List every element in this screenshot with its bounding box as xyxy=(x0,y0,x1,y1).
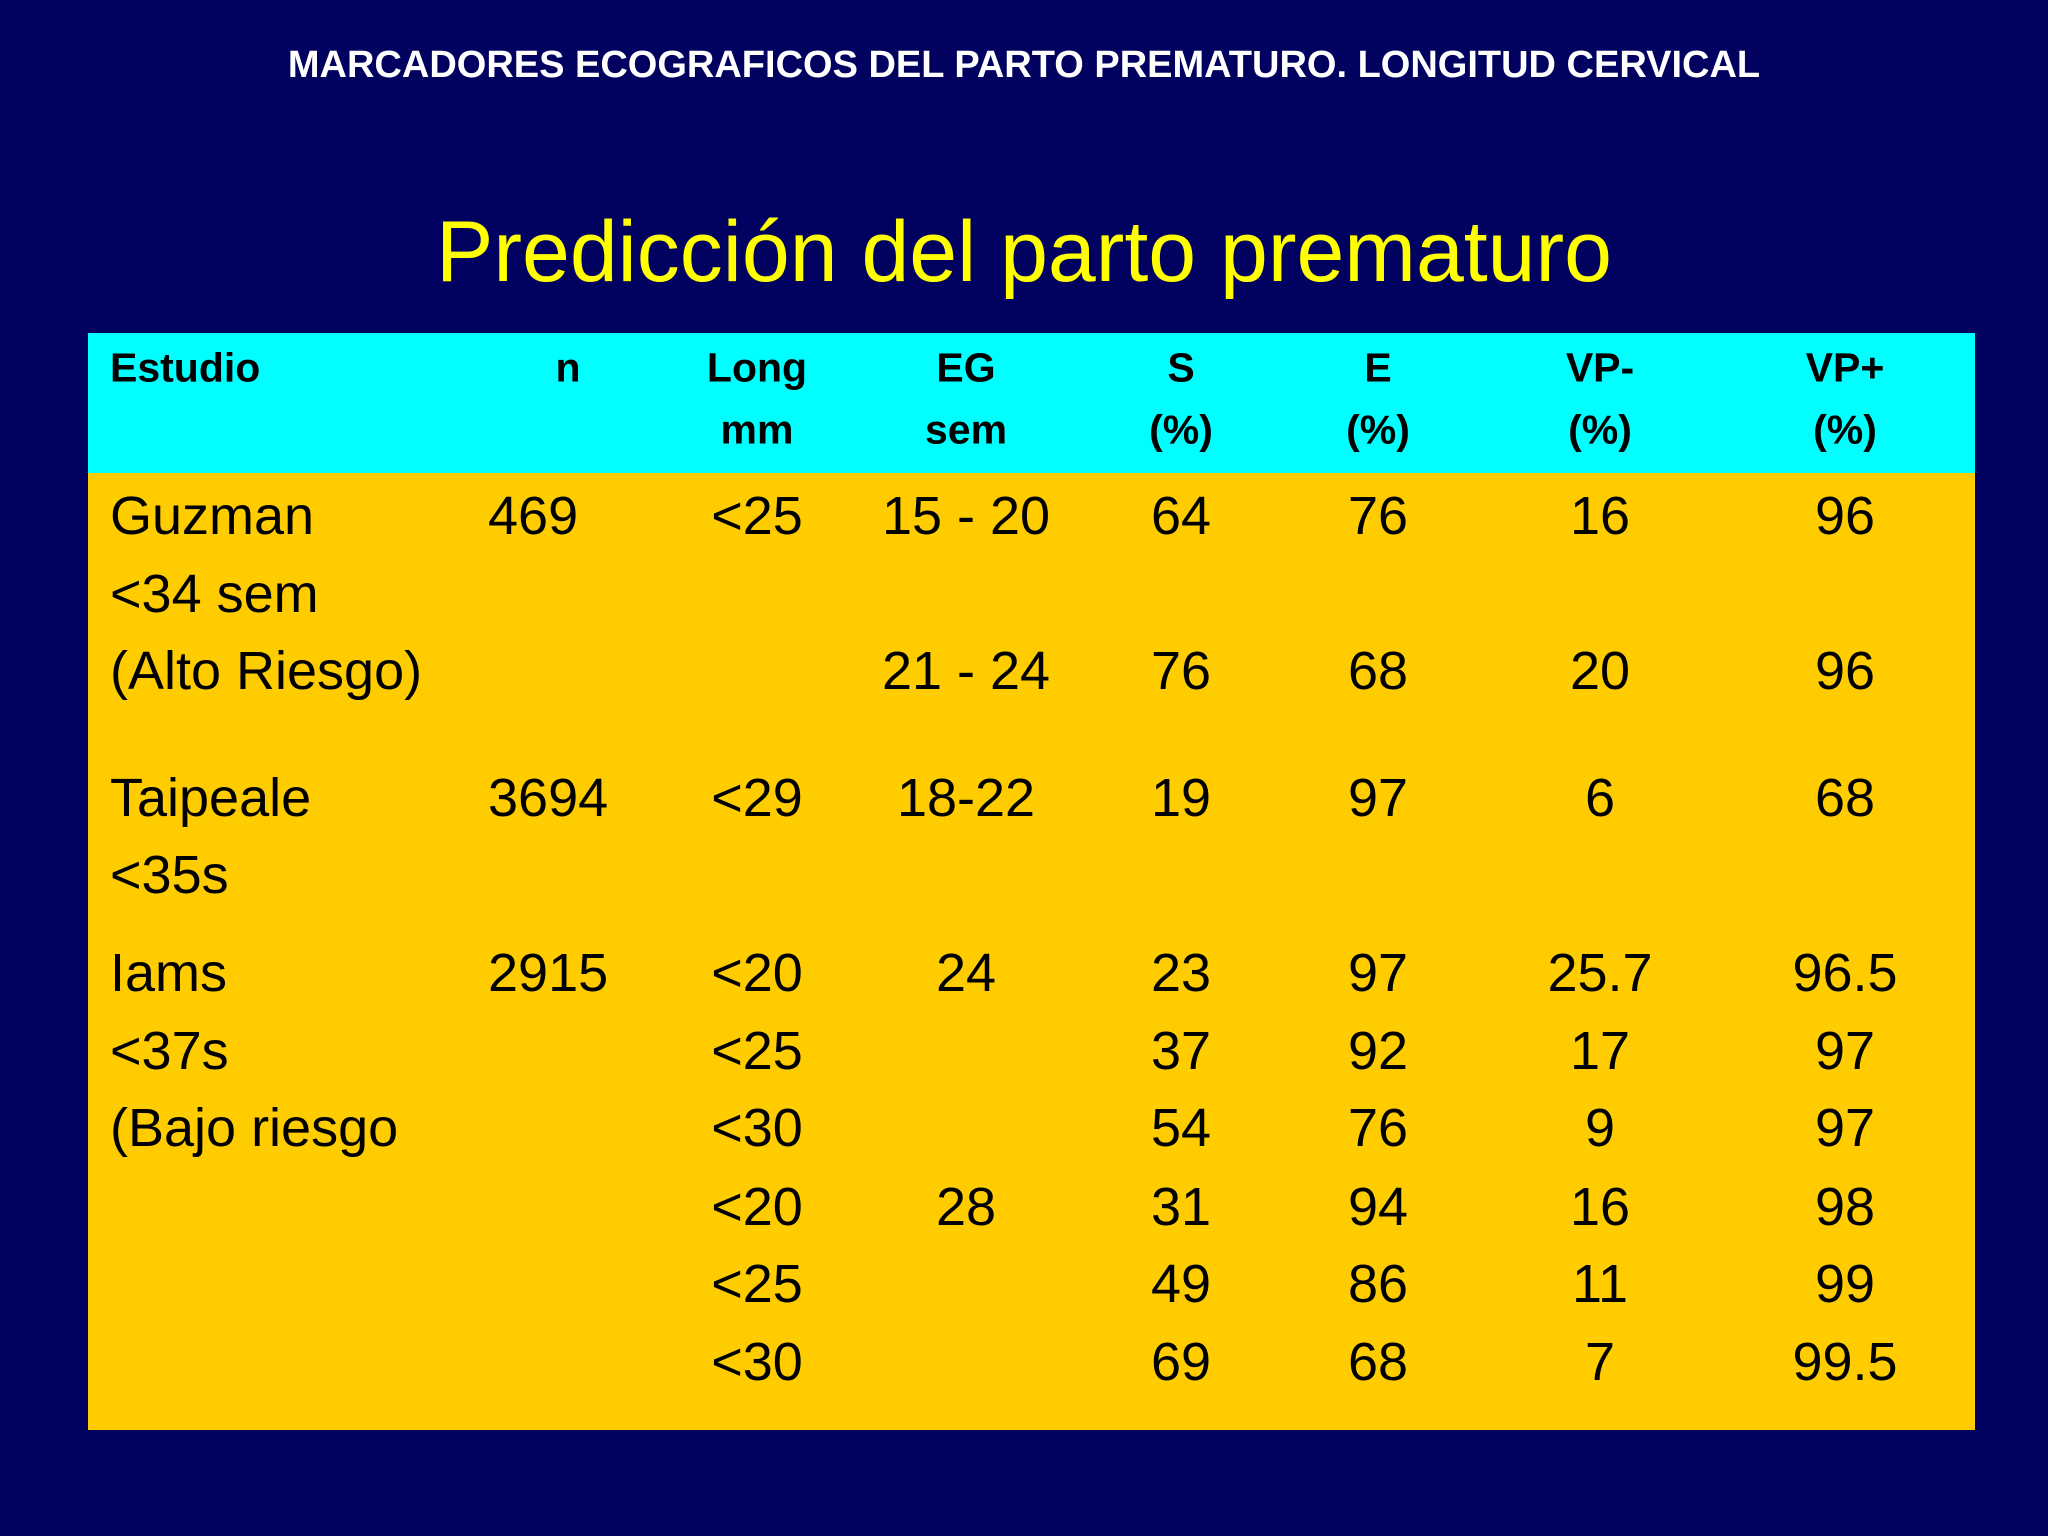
table-cell: 99 xyxy=(1814,1254,1876,1314)
table-cell: 68 xyxy=(1814,768,1876,828)
table-cell: 96 xyxy=(1814,641,1876,701)
table-cell: <29 xyxy=(711,768,803,828)
subtitle: Predicción del parto prematuro xyxy=(436,204,1612,300)
table-cell: 97 xyxy=(1347,943,1409,1003)
table-cell: 16 xyxy=(1569,486,1631,546)
column-header: Long xyxy=(706,344,808,391)
table-cell: 11 xyxy=(1571,1254,1629,1314)
table-cell: 37 xyxy=(1150,1021,1212,1081)
table-cell: (Alto Riesgo) xyxy=(110,641,423,701)
table-cell: 76 xyxy=(1347,1098,1409,1158)
column-header: (%) xyxy=(1568,406,1632,453)
table-cell: 17 xyxy=(1569,1021,1631,1081)
column-header: sem xyxy=(924,406,1008,453)
table-cell: <37s xyxy=(110,1021,229,1081)
column-header: EG xyxy=(936,344,996,391)
table-cell: <34 sem xyxy=(110,564,319,624)
table-cell: 31 xyxy=(1150,1177,1212,1237)
table-cell: 97 xyxy=(1814,1021,1876,1081)
table-cell: 96.5 xyxy=(1792,943,1898,1003)
header-title: MARCADORES ECOGRAFICOS DEL PARTO PREMATU… xyxy=(287,44,1761,86)
column-header: E xyxy=(1364,344,1392,391)
table-cell: 92 xyxy=(1347,1021,1409,1081)
table-cell: 97 xyxy=(1347,768,1409,828)
table-cell: 68 xyxy=(1347,1332,1409,1392)
table-cell: 9 xyxy=(1584,1098,1616,1158)
table-cell: 3694 xyxy=(488,768,609,828)
table-cell: 19 xyxy=(1150,768,1212,828)
table-cell: <30 xyxy=(711,1098,803,1158)
table-cell: 54 xyxy=(1150,1098,1212,1158)
column-header: (%) xyxy=(1813,406,1877,453)
table-cell: 28 xyxy=(935,1177,997,1237)
table-cell: 68 xyxy=(1347,641,1409,701)
table-cell: 21 - 24 xyxy=(881,641,1051,701)
table-cell: 18-22 xyxy=(896,768,1036,828)
table-cell: 99.5 xyxy=(1792,1332,1898,1392)
table-cell: 7 xyxy=(1584,1332,1616,1392)
table-cell: Guzman xyxy=(110,486,315,546)
table-cell: <20 xyxy=(711,943,803,1003)
table-cell: 49 xyxy=(1150,1254,1212,1314)
column-header: VP+ xyxy=(1805,344,1885,391)
table-cell: 94 xyxy=(1347,1177,1409,1237)
table-header-bg xyxy=(88,333,1975,473)
table-cell: <25 xyxy=(711,1021,803,1081)
table-cell: 16 xyxy=(1569,1177,1631,1237)
column-header: n xyxy=(555,344,581,391)
table-cell: 2915 xyxy=(488,943,609,1003)
table-cell: 86 xyxy=(1347,1254,1409,1314)
column-header: (%) xyxy=(1149,406,1213,453)
table-cell: 23 xyxy=(1150,943,1212,1003)
table-cell: <20 xyxy=(711,1177,803,1237)
table-cell: 6 xyxy=(1584,768,1616,828)
table-cell: 25.7 xyxy=(1547,943,1653,1003)
table-cell: <30 xyxy=(711,1332,803,1392)
table-cell: 469 xyxy=(488,486,579,546)
table-cell: <25 xyxy=(711,486,803,546)
table-cell: 98 xyxy=(1814,1177,1876,1237)
column-header: (%) xyxy=(1346,406,1410,453)
table-cell: 76 xyxy=(1347,486,1409,546)
column-header: Estudio xyxy=(110,344,261,391)
table-cell: 96 xyxy=(1814,486,1876,546)
column-header: S xyxy=(1167,344,1195,391)
table-cell: 15 - 20 xyxy=(881,486,1051,546)
table-cell: <25 xyxy=(711,1254,803,1314)
table-cell: 69 xyxy=(1150,1332,1212,1392)
table-cell: Taipeale xyxy=(110,768,312,828)
table-cell: Iams xyxy=(110,943,228,1003)
column-header: VP- xyxy=(1565,344,1635,391)
table-cell: (Bajo riesgo xyxy=(110,1098,399,1158)
table-cell: <35s xyxy=(110,845,229,905)
table-cell: 24 xyxy=(935,943,997,1003)
table-cell: 97 xyxy=(1814,1098,1876,1158)
table-cell: 76 xyxy=(1150,641,1212,701)
column-header: mm xyxy=(720,406,794,453)
table-body-bg xyxy=(88,473,1975,1430)
table-cell: 64 xyxy=(1150,486,1212,546)
table-cell: 20 xyxy=(1569,641,1631,701)
